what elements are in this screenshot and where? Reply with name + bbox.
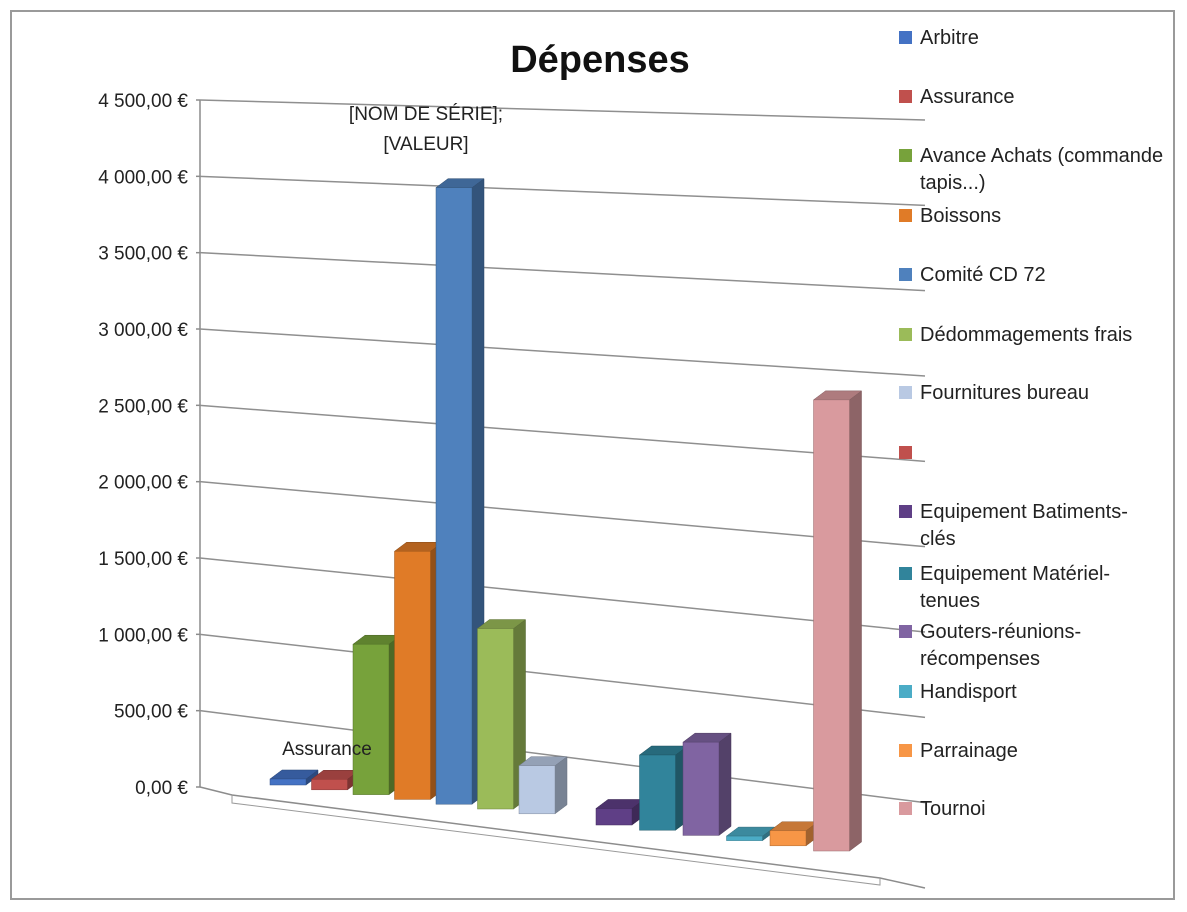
legend-item-dedommagements-frais: Dédommagements frais bbox=[899, 324, 1132, 346]
legend-label: Tournoi bbox=[920, 798, 986, 820]
legend-item-gouters-reunions-recompenses: Gouters-réunions-récompenses bbox=[899, 621, 1081, 670]
legend-swatch bbox=[899, 149, 912, 162]
legend-label: Handisport bbox=[920, 681, 1017, 703]
data-label-assurance: Assurance bbox=[282, 739, 372, 760]
legend-item-assurance: Assurance bbox=[899, 86, 1015, 108]
y-tick-label: 3 500,00 € bbox=[98, 244, 188, 265]
bar-handisport bbox=[725, 826, 776, 842]
legend-label: Fournitures bureau bbox=[920, 382, 1089, 404]
gridline bbox=[199, 404, 926, 463]
data-label-series-name: [NOM DE SÉRIE]; bbox=[349, 104, 503, 125]
y-tick-label: 3 000,00 € bbox=[98, 320, 188, 341]
bar-equipement-batiments-cles bbox=[595, 798, 645, 826]
legend-item-avance-achats-commande-tapis: Avance Achats (commande tapis...) bbox=[899, 145, 1163, 194]
legend-swatch bbox=[899, 802, 912, 815]
legend-item-arbitre: Arbitre bbox=[899, 27, 979, 49]
chart-frame bbox=[10, 10, 1175, 900]
legend-swatch bbox=[899, 386, 912, 399]
legend-swatch bbox=[899, 567, 912, 580]
legend-item-handisport: Handisport bbox=[899, 681, 1017, 703]
legend-item-comite-cd-72: Comité CD 72 bbox=[899, 264, 1046, 286]
gridline bbox=[199, 557, 926, 633]
gridline bbox=[199, 175, 926, 207]
gridline bbox=[199, 633, 926, 719]
bar-parrainage bbox=[769, 821, 819, 847]
bar-avance-achats-commande-tapis bbox=[352, 634, 402, 796]
legend-item-tournoi: Tournoi bbox=[899, 798, 986, 820]
bar-comite-cd-72 bbox=[435, 178, 485, 805]
y-tick-label: 2 500,00 € bbox=[98, 396, 188, 417]
legend-item-parrainage: Parrainage bbox=[899, 740, 1018, 762]
bar-tournoi bbox=[812, 390, 863, 852]
legend-swatch bbox=[899, 31, 912, 44]
gridline bbox=[199, 251, 926, 292]
legend-label: Equipement Matériel-tenues bbox=[920, 563, 1110, 612]
chart-title: Dépenses bbox=[510, 39, 690, 81]
legend-item-equipement-materiel-tenues: Equipement Matériel-tenues bbox=[899, 563, 1110, 612]
floor-edge bbox=[231, 795, 881, 886]
y-tick-label: 0,00 € bbox=[135, 778, 188, 799]
legend-label: Boissons bbox=[920, 205, 1001, 227]
legend-label: Parrainage bbox=[920, 740, 1018, 762]
legend-label: Assurance bbox=[920, 86, 1015, 108]
gridline bbox=[199, 99, 926, 121]
legend-swatch bbox=[899, 744, 912, 757]
bar-equipement-materiel-tenues bbox=[638, 745, 689, 831]
legend-label: Equipement Batiments-clés bbox=[920, 501, 1128, 550]
legend-item-equipement-batiments-cles: Equipement Batiments-clés bbox=[899, 501, 1128, 550]
bar-arbitre bbox=[269, 769, 319, 786]
legend-label: Arbitre bbox=[920, 27, 979, 49]
legend-swatch bbox=[899, 446, 912, 459]
y-tick-label: 4 500,00 € bbox=[98, 91, 188, 112]
data-label-value: [VALEUR] bbox=[383, 134, 468, 155]
bar-dedommagements-frais bbox=[476, 619, 527, 810]
legend-label: Avance Achats (commande tapis...) bbox=[920, 145, 1163, 194]
floor-line bbox=[199, 786, 926, 889]
legend-swatch bbox=[899, 209, 912, 222]
legend-item-boissons: Boissons bbox=[899, 205, 1001, 227]
bar-gouters-reunions-recompenses bbox=[682, 732, 732, 836]
legend-swatch bbox=[899, 90, 912, 103]
y-tick-label: 500,00 € bbox=[114, 702, 188, 723]
legend-swatch bbox=[899, 328, 912, 341]
y-tick-label: 2 000,00 € bbox=[98, 473, 188, 494]
bar-boissons bbox=[393, 541, 444, 800]
y-tick-label: 1 000,00 € bbox=[98, 625, 188, 646]
gridline bbox=[199, 480, 926, 548]
legend-label: Comité CD 72 bbox=[920, 264, 1046, 286]
legend-swatch bbox=[899, 625, 912, 638]
bar-fournitures-bureau bbox=[518, 756, 568, 815]
legend-swatch bbox=[899, 505, 912, 518]
legend-label: Dédommagements frais bbox=[920, 324, 1132, 346]
gridline bbox=[199, 328, 926, 377]
bar-assurance bbox=[310, 769, 361, 791]
legend-swatch bbox=[899, 268, 912, 281]
legend-item-series-7 bbox=[899, 446, 912, 459]
y-tick-label: 4 000,00 € bbox=[98, 167, 188, 188]
legend-item-fournitures-bureau: Fournitures bureau bbox=[899, 382, 1089, 404]
y-tick-label: 1 500,00 € bbox=[98, 549, 188, 570]
legend-swatch bbox=[899, 685, 912, 698]
legend-label: Gouters-réunions-récompenses bbox=[920, 621, 1081, 670]
